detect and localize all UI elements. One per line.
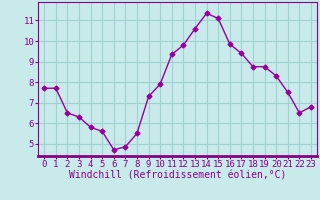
- X-axis label: Windchill (Refroidissement éolien,°C): Windchill (Refroidissement éolien,°C): [69, 171, 286, 181]
